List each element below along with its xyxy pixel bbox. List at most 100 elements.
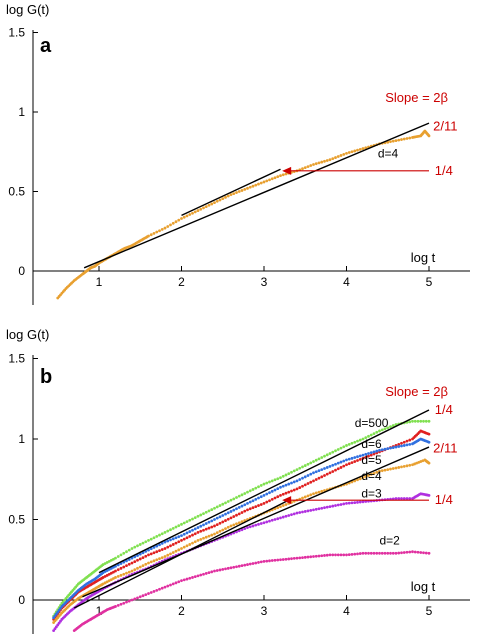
annotation-label: d=4: [361, 469, 382, 483]
data-point: [144, 593, 148, 597]
data-point: [367, 454, 370, 458]
data-point: [257, 485, 260, 489]
data-point: [336, 461, 340, 465]
data-point: [347, 462, 351, 466]
slope-label: Slope = 2β: [385, 384, 448, 399]
data-point: [240, 528, 244, 532]
data-point: [268, 480, 271, 484]
data-point: [273, 558, 277, 562]
data-point: [188, 213, 192, 216]
reference-line: [82, 446, 430, 598]
data-point: [380, 448, 384, 452]
data-point: [292, 557, 296, 560]
data-point: [243, 563, 247, 567]
data-point: [325, 472, 329, 476]
reference-line: [73, 499, 290, 609]
data-point: [152, 231, 156, 235]
panel-letter: b: [40, 366, 52, 388]
data-point: [331, 470, 335, 473]
data-point: [210, 508, 214, 511]
data-point: [136, 596, 139, 600]
data-point: [103, 562, 107, 565]
data-point: [166, 225, 170, 228]
data-point: [361, 476, 365, 480]
data-point: [391, 551, 395, 555]
data-point: [149, 547, 153, 551]
data-point: [356, 459, 359, 462]
data-point: [136, 544, 139, 548]
data-point: [350, 456, 354, 460]
data-point: [339, 460, 343, 464]
data-point: [342, 459, 346, 463]
data-point: [182, 578, 186, 582]
data-point: [389, 446, 392, 450]
data-point: [193, 532, 197, 536]
data-point: [309, 493, 313, 497]
data-point: [334, 462, 337, 466]
data-point: [356, 148, 359, 152]
data-point: [259, 181, 263, 185]
data-point: [191, 528, 194, 532]
data-point: [389, 140, 392, 144]
data-point: [380, 428, 384, 432]
data-point: [185, 214, 189, 218]
data-point: [320, 468, 324, 471]
data-point: [369, 453, 373, 457]
data-point: [312, 508, 315, 512]
data-point: [204, 510, 208, 514]
data-point: [290, 489, 293, 493]
data-point: [114, 569, 117, 573]
data-point: [257, 561, 260, 564]
data-point: [312, 479, 315, 483]
data-point: [345, 502, 348, 505]
data-point: [232, 523, 236, 527]
data-point: [177, 524, 181, 528]
data-point: [295, 487, 299, 491]
data-point: [246, 490, 249, 494]
data-point: [309, 555, 313, 559]
annotation-label: 1/4: [435, 402, 453, 417]
data-point: [358, 457, 362, 461]
data-point: [196, 526, 200, 529]
data-point: [169, 223, 172, 227]
data-point: [292, 488, 296, 492]
annotation-label: d=5: [361, 453, 382, 467]
data-point: [369, 433, 373, 437]
data-point: [353, 460, 357, 463]
data-point: [158, 587, 161, 591]
data-point: [158, 533, 161, 537]
data-point: [301, 476, 304, 480]
series-d-2: [72, 550, 431, 632]
data-point: [213, 518, 216, 521]
data-point: [160, 227, 164, 231]
data-point: [287, 482, 291, 486]
data-point: [237, 494, 241, 498]
data-point: [158, 229, 161, 233]
data-point: [317, 554, 321, 558]
data-point: [309, 480, 313, 484]
data-point: [188, 518, 192, 522]
data-point: [306, 555, 310, 559]
data-point: [350, 552, 354, 556]
data-point: [218, 529, 222, 533]
data-point: [232, 192, 236, 196]
data-point: [378, 551, 381, 555]
data-point: [273, 496, 277, 500]
data-point: [229, 566, 233, 570]
data-point: [207, 203, 211, 207]
data-point: [306, 474, 310, 477]
x-tick-label: 2: [178, 604, 185, 618]
data-point: [427, 461, 431, 465]
data-point: [229, 510, 233, 513]
data-point: [309, 472, 313, 476]
data-point: [342, 464, 346, 468]
data-point: [147, 548, 150, 552]
data-point: [210, 525, 214, 529]
data-point: [331, 553, 335, 557]
data-point: [199, 207, 203, 211]
y-tick-label: 1.5: [8, 26, 25, 40]
data-point: [235, 522, 238, 526]
data-point: [180, 534, 183, 537]
data-point: [262, 180, 266, 184]
data-point: [171, 543, 175, 546]
